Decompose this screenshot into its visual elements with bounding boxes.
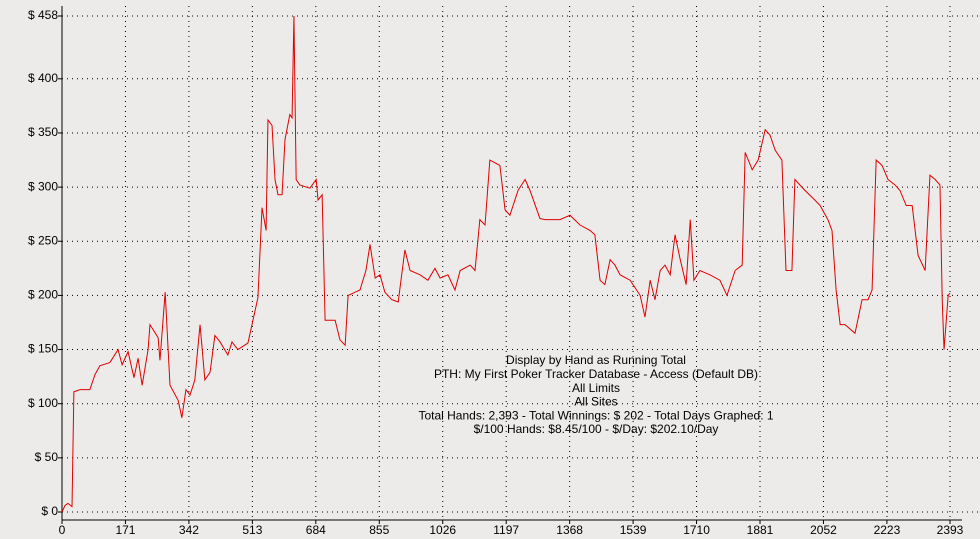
annotation: Display by Hand as Running Total bbox=[506, 353, 686, 367]
annotation: All Sites bbox=[574, 395, 617, 409]
annotation: $/100 Hands: $8.45/100 - $/Day: $202.10/… bbox=[474, 422, 719, 436]
x-tick-label: 855 bbox=[369, 523, 389, 537]
y-tick-label: $ 150 bbox=[28, 342, 58, 356]
x-tick-label: 1539 bbox=[620, 523, 647, 537]
y-tick-label: $ 400 bbox=[28, 71, 58, 85]
annotation: Total Hands: 2,393 - Total Winnings: $ 2… bbox=[418, 408, 773, 422]
x-tick-label: 171 bbox=[115, 523, 135, 537]
x-tick-label: 1026 bbox=[429, 523, 456, 537]
x-tick-label: 2223 bbox=[874, 523, 901, 537]
x-tick-label: 2052 bbox=[810, 523, 837, 537]
x-tick-label: 0 bbox=[59, 523, 66, 537]
y-tick-label: $ 350 bbox=[28, 125, 58, 139]
y-tick-label: $ 50 bbox=[35, 450, 59, 464]
annotation: All Limits bbox=[572, 381, 620, 395]
x-tick-label: 1710 bbox=[683, 523, 710, 537]
y-tick-label: $ 0 bbox=[41, 504, 58, 518]
x-tick-label: 342 bbox=[179, 523, 199, 537]
data-line bbox=[61, 15, 951, 513]
x-tick-label: 2393 bbox=[937, 523, 964, 537]
y-tick-label: $ 458 bbox=[28, 8, 58, 22]
y-tick-label: $ 300 bbox=[28, 179, 58, 193]
x-tick-label: 1881 bbox=[747, 523, 774, 537]
x-tick-label: 684 bbox=[306, 523, 326, 537]
y-tick-label: $ 200 bbox=[28, 288, 58, 302]
x-tick-label: 513 bbox=[242, 523, 262, 537]
annotation: PTH: My First Poker Tracker Database - A… bbox=[434, 367, 758, 381]
x-tick-label: 1368 bbox=[556, 523, 583, 537]
y-tick-label: $ 250 bbox=[28, 233, 58, 247]
y-tick-label: $ 100 bbox=[28, 396, 58, 410]
x-tick-label: 1197 bbox=[493, 523, 519, 537]
